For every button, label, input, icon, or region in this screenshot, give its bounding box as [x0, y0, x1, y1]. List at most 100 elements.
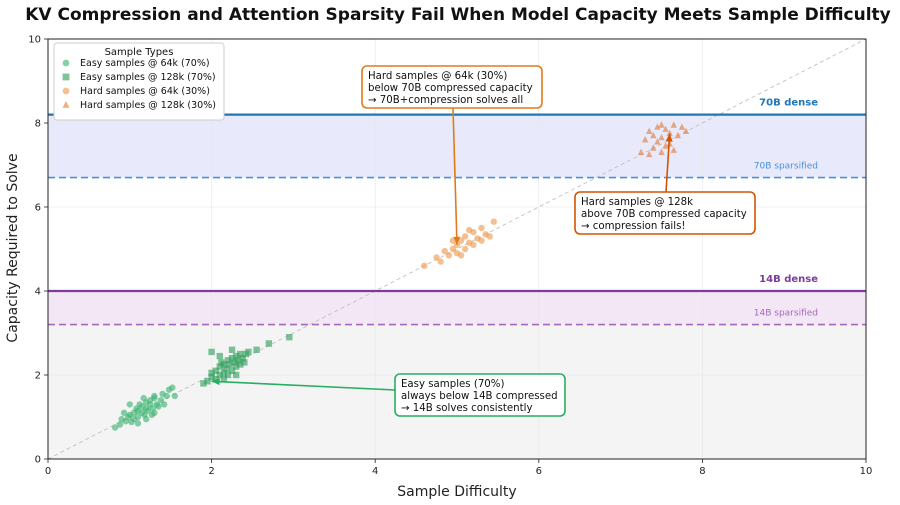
data-point-s1-31	[220, 376, 228, 383]
x-tick-label-0: 0	[45, 466, 51, 477]
data-point-s2-2	[437, 258, 444, 265]
legend-label-0: Easy samples @ 64k (70%)	[80, 58, 210, 69]
legend-box	[53, 42, 225, 121]
annotation-text-2-0: Easy samples (70%)	[401, 379, 504, 390]
data-point-s2-3	[441, 247, 448, 255]
y-axis-label: Capacity Required to Solve	[5, 153, 21, 342]
annotation-text-1-0: Hard samples @ 128k	[581, 197, 693, 208]
data-point-s2-16	[478, 224, 485, 232]
data-point-s2-4	[445, 252, 453, 259]
y-tick-label-4: 8	[35, 119, 41, 130]
data-point-s3-18	[670, 146, 677, 153]
data-point-s1-9	[220, 369, 228, 377]
data-point-s3-13	[678, 123, 686, 130]
x-tick-label-3: 6	[536, 466, 542, 477]
data-point-s3-12	[674, 131, 682, 139]
threshold-label-1: 70B sparsified	[754, 162, 818, 172]
annotation-text-1-1: above 70B compressed capacity	[581, 209, 747, 220]
data-point-s3-19	[658, 121, 665, 128]
data-point-s1-3	[208, 369, 215, 377]
annotation-arrowhead-0	[453, 236, 461, 245]
data-point-s0-32	[171, 392, 178, 400]
data-point-s3-8	[662, 125, 669, 132]
y-tick-label-0: 0	[35, 455, 41, 466]
data-point-s0-35	[142, 415, 150, 423]
data-point-s2-8	[457, 237, 465, 244]
diagonal-line	[47, 38, 867, 460]
annotation-box-2	[394, 373, 566, 417]
data-point-s1-33	[232, 371, 240, 379]
y-tick-label-2: 4	[35, 287, 41, 298]
annotation-arrow-2	[211, 380, 396, 391]
data-point-s1-13	[224, 357, 232, 364]
x-tick-label-1: 2	[208, 466, 214, 477]
plot-frame	[47, 38, 867, 460]
data-point-s1-15	[228, 367, 236, 374]
annotation-text-0-0: Hard samples @ 64k (30%)	[368, 71, 507, 82]
data-point-s0-10	[134, 413, 142, 421]
data-point-s0-34	[126, 401, 133, 408]
data-point-s3-15	[646, 150, 653, 158]
y-tick-label-1: 2	[35, 371, 41, 382]
legend-label-2: Hard samples @ 64k (30%)	[80, 86, 210, 97]
x-tick-label-2: 4	[372, 466, 378, 477]
annotation-arrowhead-2	[211, 378, 220, 386]
data-point-s2-15	[478, 237, 485, 244]
annotation-arrowhead-1	[665, 133, 673, 142]
legend-marker-3	[62, 101, 70, 108]
data-point-s1-32	[228, 346, 236, 353]
data-point-s3-6	[658, 148, 665, 155]
data-point-s1-5	[212, 367, 219, 374]
data-point-s1-1	[204, 378, 211, 385]
data-point-s3-11	[670, 121, 677, 128]
data-point-s3-7	[658, 133, 665, 141]
data-point-s1-16	[228, 355, 236, 362]
data-point-s3-5	[654, 123, 661, 130]
data-point-s1-12	[224, 371, 232, 379]
data-point-s1-34	[216, 352, 223, 360]
data-point-s3-1	[641, 136, 649, 143]
data-point-s0-31	[169, 384, 176, 391]
data-point-s2-12	[470, 241, 477, 248]
data-point-s1-21	[237, 361, 244, 368]
threshold-label-0: 70B dense	[759, 98, 818, 109]
data-point-s3-0	[637, 148, 645, 155]
data-point-s3-2	[646, 127, 653, 134]
data-point-s3-10	[666, 129, 673, 137]
data-point-s1-14	[226, 361, 233, 368]
annotation-text-1-2: → compression fails!	[581, 221, 686, 232]
data-point-s2-18	[486, 233, 493, 240]
annotation-text-2-2: → 14B solves consistently	[401, 403, 533, 414]
data-point-s0-1	[116, 421, 124, 428]
data-point-s1-28	[265, 340, 273, 347]
data-point-s1-20	[234, 357, 241, 364]
x-tick-label-4: 8	[699, 466, 705, 477]
annotation-arrow-0	[452, 107, 458, 245]
x-tick-label-5: 10	[860, 466, 873, 477]
plot-area: 70B dense 70B sparsified 14B dense 14B spar…	[28, 35, 872, 478]
y-tick-label-3: 6	[35, 203, 41, 214]
legend-label-3: Hard samples @ 128k (30%)	[80, 100, 216, 111]
threshold-label-3: 14B sparsified	[754, 309, 818, 319]
legend-marker-0	[62, 59, 70, 67]
legend-marker-2	[62, 87, 70, 95]
data-point-s0-0	[111, 424, 119, 431]
data-point-s0-28	[160, 401, 168, 408]
annotation-box-0	[361, 65, 543, 109]
legend-title: Sample Types	[105, 47, 174, 58]
data-point-s1-30	[208, 348, 215, 356]
data-point-s1-27	[253, 346, 260, 353]
data-point-s0-38	[140, 394, 147, 402]
data-point-s3-14	[682, 127, 690, 134]
x-axis-label: Sample Difficulty	[397, 484, 516, 500]
data-point-s0-18	[144, 407, 151, 414]
data-point-s2-10	[461, 233, 469, 240]
data-point-s1-18	[232, 363, 240, 370]
data-point-s0-37	[120, 409, 128, 416]
data-point-s2-22	[466, 226, 473, 234]
annotation-text-2-1: always below 14B compressed	[401, 391, 558, 402]
legend-marker-1	[62, 73, 70, 81]
band-1	[48, 291, 866, 325]
threshold-label-2: 14B dense	[759, 274, 818, 285]
